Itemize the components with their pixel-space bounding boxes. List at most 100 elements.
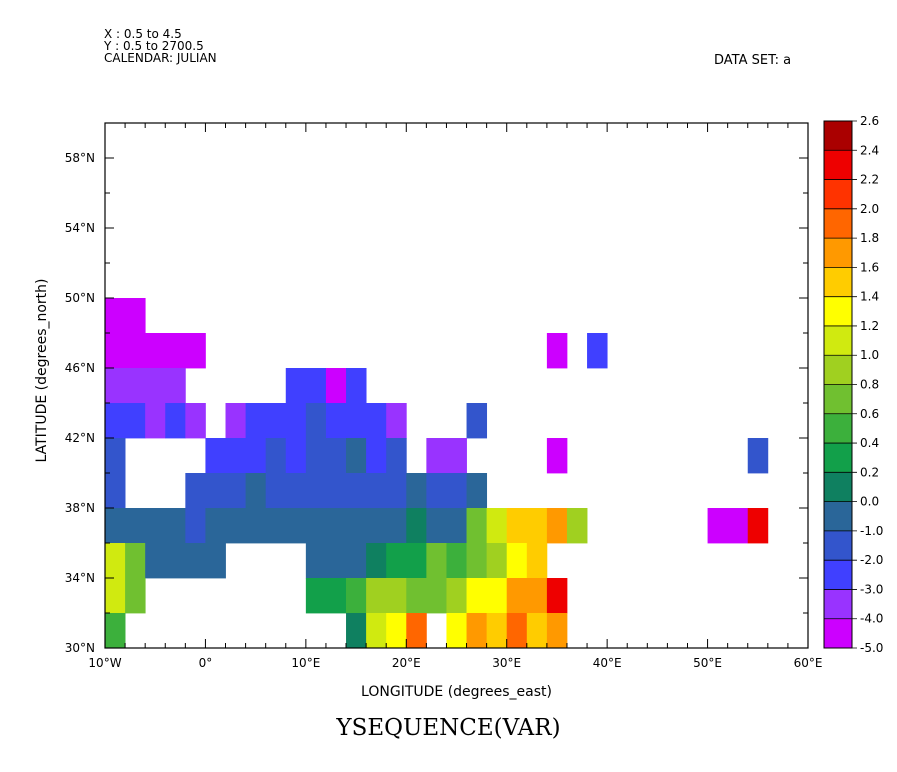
heatmap-cell bbox=[105, 578, 126, 614]
colorbar-swatch bbox=[824, 384, 852, 415]
heatmap-cell bbox=[406, 578, 447, 614]
heatmap-cell bbox=[426, 473, 467, 509]
heatmap-cell bbox=[546, 613, 568, 649]
heatmap-cell bbox=[105, 438, 126, 509]
heatmap-cell bbox=[506, 578, 548, 614]
colorbar: -5.0 -4.0 -3.0 -2.0 -1.0 0.0 0.2 0.4 0.6 0.8 1.0 1.… bbox=[823, 114, 883, 655]
colorbar-swatch bbox=[824, 443, 852, 473]
heatmap-cell bbox=[466, 613, 488, 649]
y-tick-label: 46°N bbox=[65, 361, 95, 375]
heatmap-cell bbox=[185, 403, 206, 439]
heatmap-cell bbox=[546, 333, 568, 369]
heatmap-cell bbox=[406, 613, 427, 649]
y-tick-label: 30°N bbox=[65, 641, 95, 655]
heatmap-cell bbox=[546, 438, 568, 474]
heatmap-cell bbox=[446, 543, 467, 579]
heatmap-cell bbox=[305, 543, 367, 579]
heatmap-cell bbox=[145, 403, 166, 439]
colorbar-swatch bbox=[824, 355, 852, 385]
colorbar-label: 2.6 bbox=[860, 114, 879, 128]
heatmap-cell bbox=[466, 508, 488, 544]
heatmap-cell bbox=[426, 543, 447, 579]
colorbar-label: -2.0 bbox=[860, 553, 883, 567]
heatmap-cell bbox=[506, 613, 528, 649]
colorbar-swatch bbox=[824, 472, 852, 502]
x-tick-label: 0° bbox=[199, 656, 213, 670]
colorbar-swatch bbox=[824, 238, 852, 268]
heatmap-cell bbox=[346, 368, 367, 404]
colorbar-swatch bbox=[824, 267, 852, 297]
header-y-range: Y : 0.5 to 2700.5 bbox=[104, 39, 204, 53]
x-tick-label: 60°E bbox=[794, 656, 823, 670]
heatmap-cell bbox=[406, 473, 427, 509]
colorbar-label: 1.4 bbox=[860, 290, 879, 304]
heatmap-cell bbox=[747, 508, 769, 544]
heatmap-cell bbox=[566, 508, 588, 544]
heatmap-cell bbox=[105, 543, 126, 579]
heatmap-cell bbox=[105, 368, 186, 404]
colorbar-label: -3.0 bbox=[860, 582, 883, 596]
x-tick-label: 10°E bbox=[291, 656, 320, 670]
heatmap-cell bbox=[125, 578, 146, 614]
heatmap-cell bbox=[506, 508, 548, 544]
heatmap-cell bbox=[366, 578, 407, 614]
heatmap-cell bbox=[105, 298, 146, 334]
heatmap-cell bbox=[245, 473, 267, 509]
x-axis-label: LONGITUDE (degrees_east) bbox=[361, 684, 552, 700]
heatmap-cell bbox=[466, 543, 488, 579]
heatmap-cell bbox=[466, 578, 508, 614]
heatmap-cell bbox=[466, 403, 488, 439]
header-dataset: DATA SET: a bbox=[714, 53, 792, 68]
heatmap-cell bbox=[526, 613, 548, 649]
colorbar-swatch bbox=[824, 560, 852, 590]
heatmap-cell bbox=[125, 543, 146, 579]
plot-frame bbox=[104, 122, 809, 649]
heatmap-cell bbox=[285, 368, 327, 404]
y-tick-label: 34°N bbox=[65, 571, 95, 585]
heatmap-cell bbox=[446, 578, 467, 614]
colorbar-swatch bbox=[824, 530, 852, 561]
heatmap-cell bbox=[366, 438, 387, 474]
header-x-range: X : 0.5 to 4.5 bbox=[104, 27, 182, 41]
colorbar-swatch bbox=[824, 296, 852, 327]
colorbar-label: 2.2 bbox=[860, 173, 879, 187]
colorbar-swatch bbox=[824, 501, 852, 532]
heatmap-cell bbox=[466, 473, 488, 509]
heatmap-cell bbox=[346, 613, 367, 649]
x-tick-label: 20°E bbox=[392, 656, 421, 670]
heatmap-cell bbox=[406, 508, 427, 544]
colorbar-label: 0.8 bbox=[860, 378, 879, 392]
heatmap-cell bbox=[165, 403, 186, 439]
heatmap-cell bbox=[426, 438, 467, 474]
heatmap-cell bbox=[185, 473, 246, 509]
heatmap-cell bbox=[305, 578, 347, 614]
x-tick-label: 50°E bbox=[693, 656, 722, 670]
heatmap-cell bbox=[105, 508, 186, 544]
y-tick-label: 54°N bbox=[65, 221, 95, 235]
y-axis-label: LATITUDE (degrees_north) bbox=[34, 278, 50, 462]
heatmap-cell bbox=[205, 508, 407, 544]
colorbar-label: -4.0 bbox=[860, 612, 883, 626]
heatmap-cell bbox=[285, 438, 307, 474]
colorbar-swatch bbox=[824, 150, 852, 180]
heatmap-cell bbox=[305, 403, 327, 439]
colorbar-label: 1.6 bbox=[860, 260, 879, 274]
heatmap-cell bbox=[486, 508, 508, 544]
colorbar-label: -1.0 bbox=[860, 524, 883, 538]
heatmap-cell bbox=[265, 473, 407, 509]
heatmap-cell bbox=[486, 613, 508, 649]
heatmap-cell bbox=[325, 368, 347, 404]
colorbar-label: 1.0 bbox=[860, 348, 879, 362]
heatmap-cell bbox=[185, 508, 206, 544]
heatmap-cell bbox=[526, 543, 548, 579]
heatmap-cell bbox=[225, 403, 246, 439]
header-calendar: CALENDAR: JULIAN bbox=[104, 51, 217, 65]
heatmap-cell bbox=[105, 613, 126, 649]
colorbar-label: 1.2 bbox=[860, 319, 879, 333]
colorbar-swatch bbox=[824, 589, 852, 620]
heatmap-cell bbox=[366, 543, 387, 579]
y-tick-label: 38°N bbox=[65, 501, 95, 515]
y-tick-label: 58°N bbox=[65, 151, 95, 165]
heatmap-cell bbox=[386, 543, 427, 579]
